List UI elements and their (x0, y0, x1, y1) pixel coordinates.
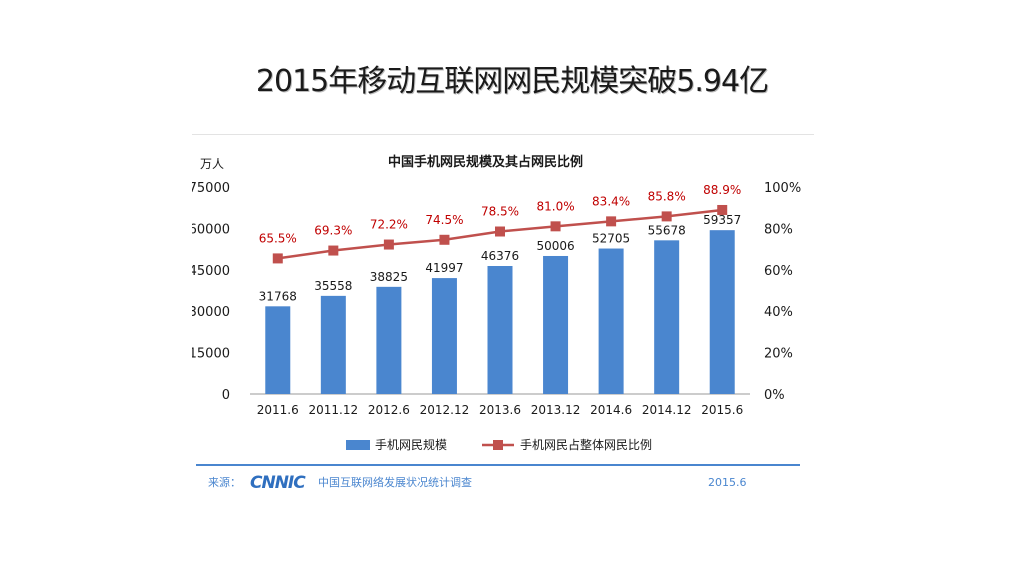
x-tick-label-6: 2014.6 (590, 403, 632, 417)
bar-value-label-5: 50006 (536, 239, 574, 253)
x-tick-label-5: 2013.12 (531, 403, 581, 417)
ratio-label-2: 72.2% (370, 218, 408, 232)
y-tick-label-3: 45000 (192, 264, 230, 279)
chart-title: 中国手机网民规模及其占网民比例 (388, 154, 583, 170)
label-layer: 31768 35558 38825 41997 46376 50006 52705 55678… (259, 183, 742, 303)
legend-layer: 手机网民规模 手机网民占整体网民比例 (346, 437, 652, 452)
bar-value-label-6: 52705 (592, 232, 630, 246)
y-tick-label-1: 15000 (192, 347, 230, 362)
ratio-label-8: 88.9% (703, 183, 741, 197)
ratio-marker-1 (328, 245, 339, 256)
bar-layer (265, 230, 735, 394)
source-text: 中国互联网络发展状况统计调查 (318, 475, 472, 489)
y2-tick-label-0: 0% (764, 388, 785, 403)
ratio-marker-4 (495, 226, 505, 237)
chart-svg: 中国手机网民规模及其占网民比例 万人 31768 35558 38825 41997 4… (192, 154, 801, 493)
x-tick-label-8: 2015.6 (701, 403, 743, 417)
ratio-marker-8 (717, 204, 728, 215)
legend-line-marker (493, 440, 503, 450)
ratio-marker-7 (661, 211, 672, 222)
y2-tick-label-5: 100% (764, 181, 801, 196)
bar-6 (598, 248, 624, 394)
x-tick-label-1: 2011.12 (309, 403, 359, 417)
ratio-marker-5 (550, 221, 561, 232)
x-tick-label-4: 2013.6 (479, 403, 521, 417)
y-tick-label-5: 75000 (192, 181, 230, 196)
bar-0 (265, 306, 291, 394)
y-tick-label-2: 30000 (192, 305, 230, 320)
bar-1 (320, 295, 346, 394)
legend-bar-label: 手机网民规模 (375, 437, 447, 452)
ratio-marker-0 (272, 253, 283, 264)
ratio-label-1: 69.3% (314, 224, 352, 238)
y2-tick-label-1: 20% (764, 347, 793, 362)
y2-tick-label-3: 60% (764, 264, 793, 279)
bar-value-label-2: 38825 (370, 270, 408, 284)
bar-8 (709, 230, 735, 394)
ratio-label-6: 83.4% (592, 194, 630, 208)
y2-tick-label-2: 40% (764, 305, 793, 320)
x-tick-label-7: 2014.12 (642, 403, 692, 417)
bar-value-label-3: 41997 (425, 261, 463, 275)
slide-title: 2015年移动互联网网民规模突破5.94亿 (255, 64, 769, 99)
legend-line-label: 手机网民占整体网民比例 (520, 437, 652, 452)
x-tick-label-3: 2012.12 (420, 403, 470, 417)
chart-panel: 中国手机网民规模及其占网民比例 万人 31768 35558 38825 41997 4… (192, 134, 814, 497)
ratio-marker-2 (383, 239, 394, 250)
x-tick-label-2: 2012.6 (368, 403, 410, 417)
ratio-label-4: 78.5% (481, 205, 519, 219)
bar-value-label-4: 46376 (481, 249, 519, 263)
x-tick-label-0: 2011.6 (257, 403, 299, 417)
ratio-label-0: 65.5% (259, 231, 297, 245)
bar-4 (487, 266, 513, 394)
bar-2 (376, 286, 402, 394)
line-layer (272, 204, 728, 264)
bar-value-label-7: 55678 (648, 223, 686, 237)
bar-value-label-8: 59357 (703, 213, 741, 227)
ratio-label-3: 74.5% (425, 213, 463, 227)
y-axis-unit-label: 万人 (200, 157, 224, 171)
source-label: 来源： (208, 475, 241, 489)
cnnic-logo: CNNIC (250, 473, 306, 493)
y2-tick-label-4: 80% (764, 222, 793, 237)
ratio-label-5: 81.0% (536, 199, 574, 213)
y-tick-label-4: 60000 (192, 222, 230, 237)
bar-value-label-0: 31768 (259, 289, 297, 303)
axis-layer: 0 15000 30000 45000 60000 75000 0% 20% 40% 60% 80%… (192, 181, 801, 417)
bar-value-label-1: 35558 (314, 279, 352, 293)
y-tick-label-0: 0 (222, 388, 230, 403)
report-date: 2015.6 (708, 476, 747, 489)
ratio-marker-6 (606, 216, 617, 227)
bar-5 (543, 255, 569, 394)
bar-3 (431, 278, 457, 394)
legend-bar-swatch (346, 440, 370, 450)
ratio-marker-3 (439, 234, 450, 245)
bar-7 (654, 240, 680, 394)
ratio-label-7: 85.8% (648, 189, 686, 203)
